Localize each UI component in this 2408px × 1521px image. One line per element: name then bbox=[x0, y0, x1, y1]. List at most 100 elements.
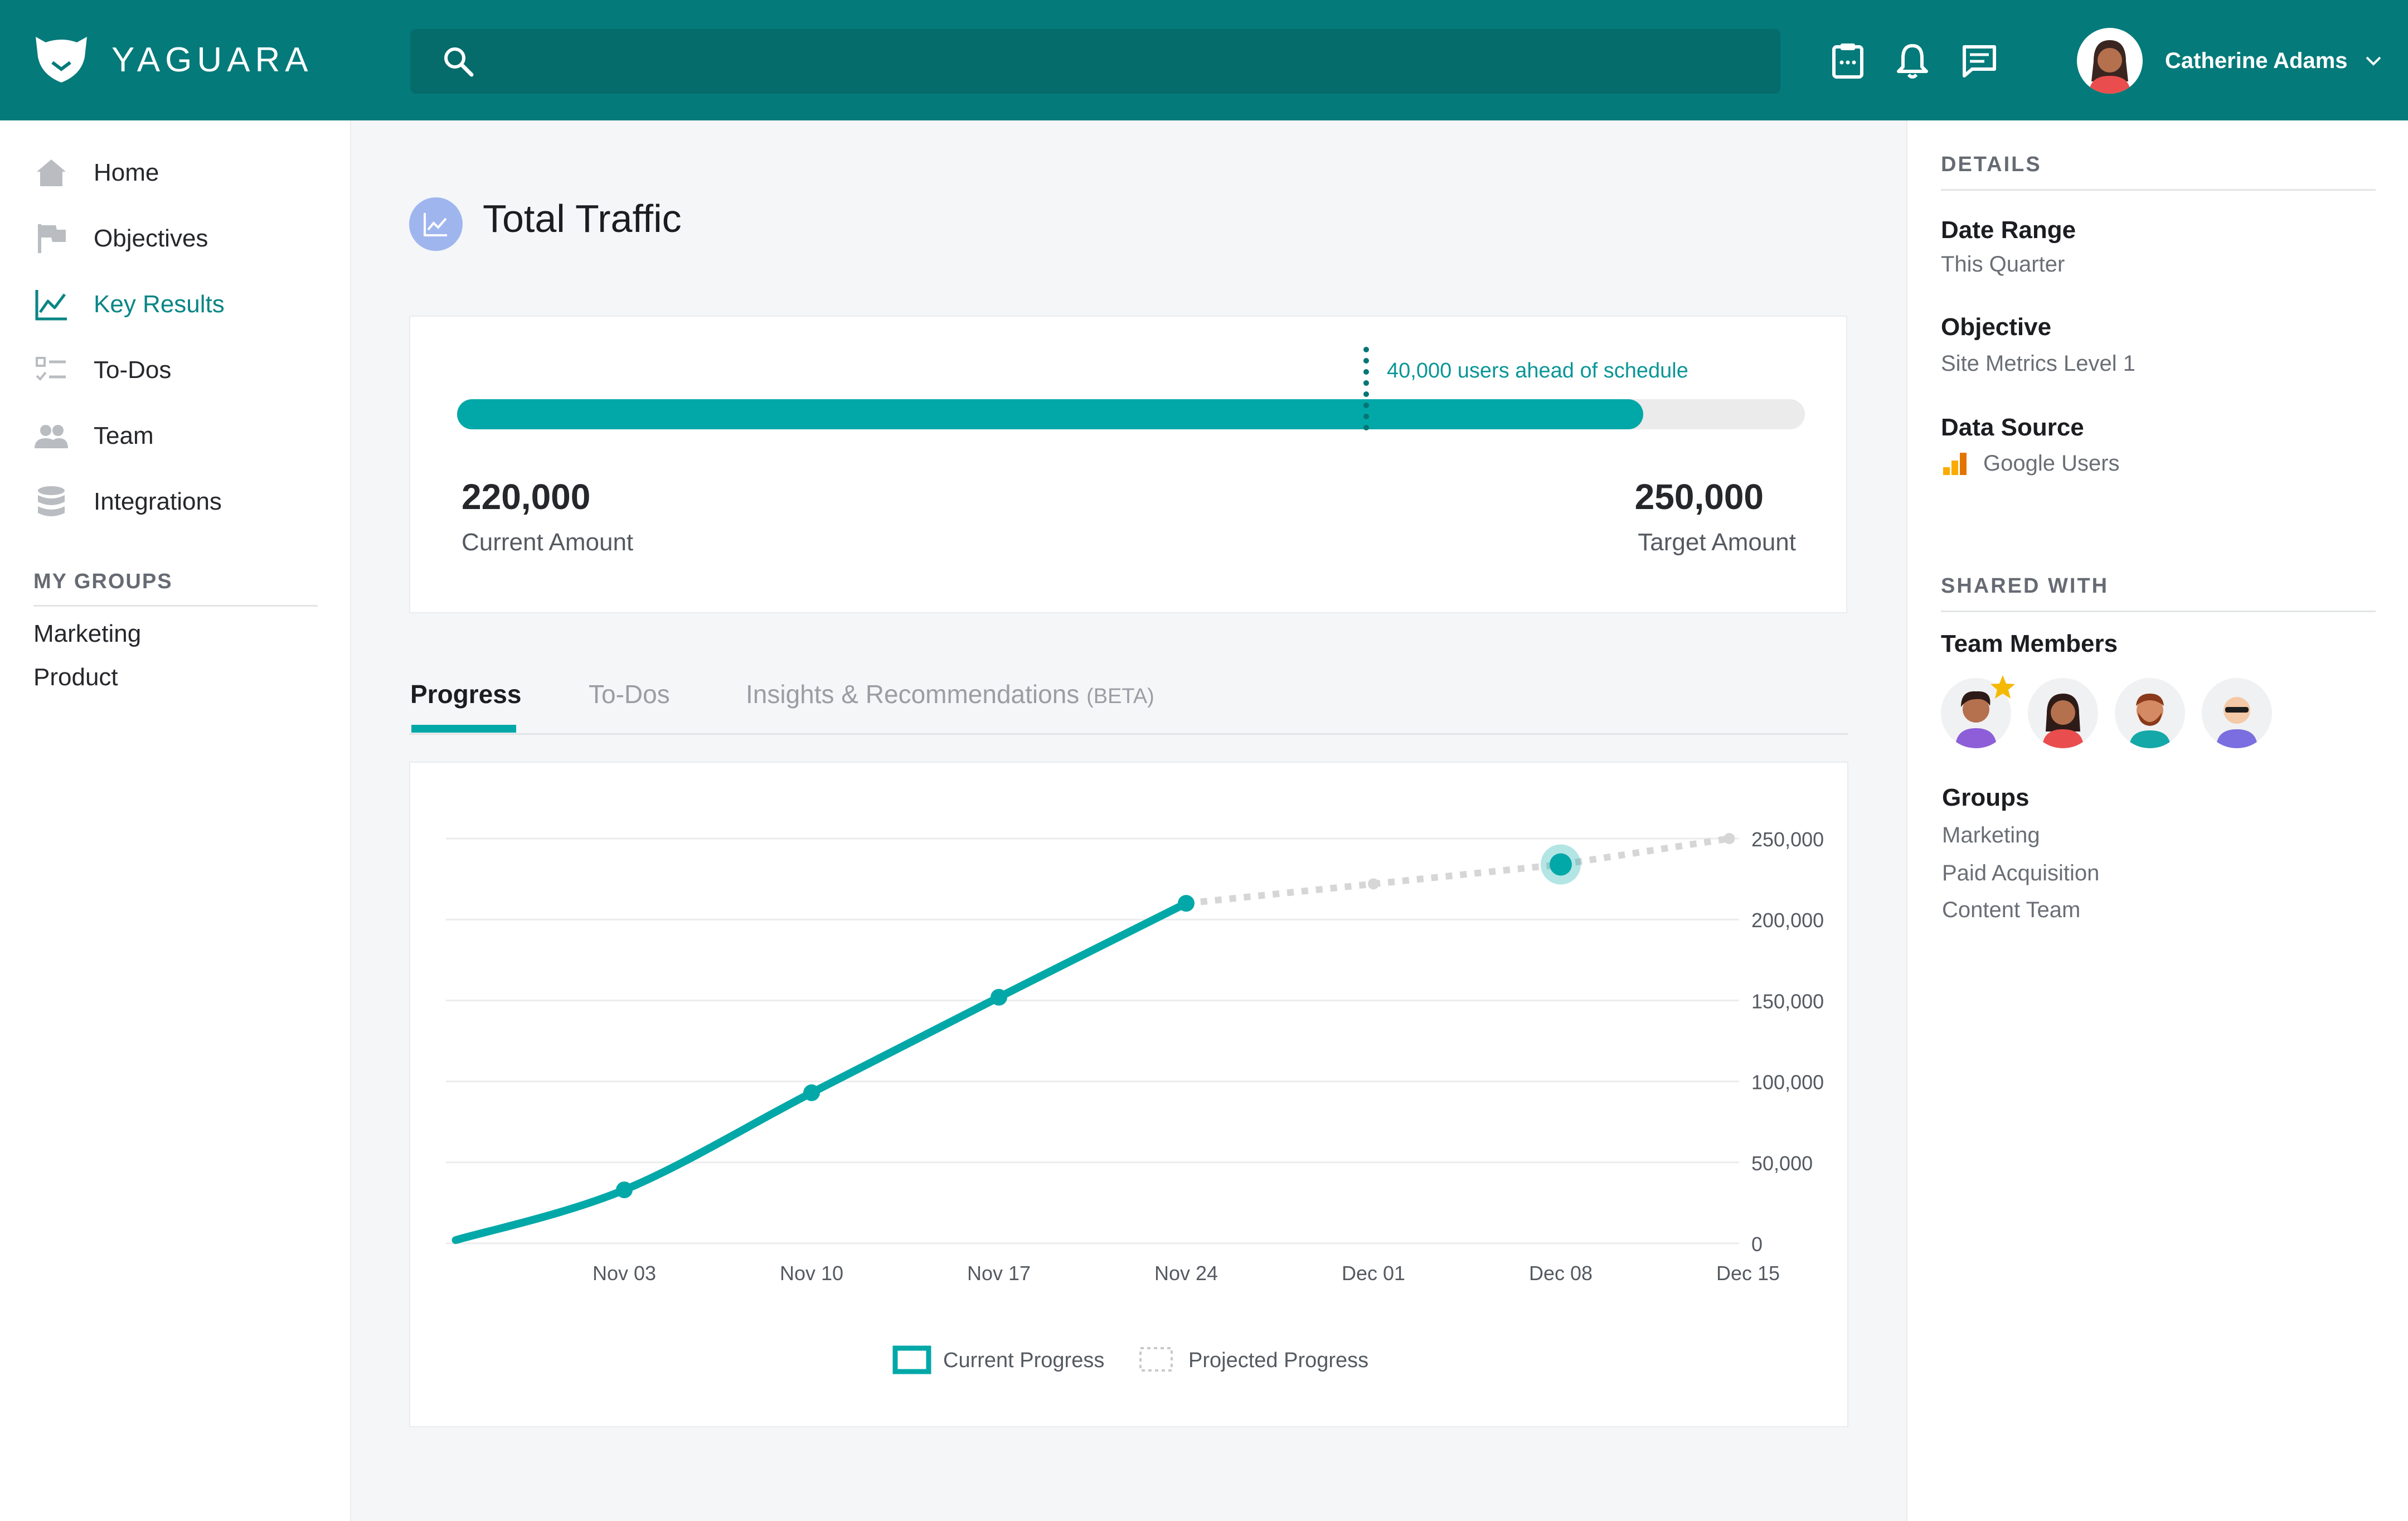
y-tick-label: 200,000 bbox=[1751, 909, 1824, 932]
sidebar-item-home[interactable]: Home bbox=[33, 151, 159, 195]
sidebar-item-label: To-Dos bbox=[94, 356, 172, 384]
person-avatar-icon bbox=[2216, 697, 2258, 748]
legend-swatch-projected bbox=[1139, 1347, 1173, 1372]
data-source-label: Data Source bbox=[1941, 414, 2084, 441]
search-bar[interactable] bbox=[410, 29, 1780, 94]
star-icon bbox=[1991, 675, 2015, 699]
sidebar-item-label: Integrations bbox=[94, 488, 222, 515]
legend-label: Current Progress bbox=[943, 1349, 1104, 1372]
projected-point bbox=[1368, 878, 1379, 890]
sidebar-item-key-results[interactable]: Key Results bbox=[33, 282, 225, 327]
progress-card: 40,000 users ahead of schedule 220,000 C… bbox=[409, 316, 1847, 613]
person-avatar-icon bbox=[2129, 694, 2171, 748]
line-chart: 0 50,000 100,000 150,000 200,000 250,000 Nov 0… bbox=[446, 828, 1824, 1374]
sidebar-item-to-dos[interactable]: To-Dos bbox=[33, 348, 171, 393]
tab-progress[interactable]: Progress bbox=[410, 679, 522, 733]
home-icon bbox=[37, 159, 66, 186]
data-point bbox=[803, 1084, 820, 1101]
data-point bbox=[1178, 895, 1195, 912]
search-icon bbox=[444, 47, 474, 77]
objective-value[interactable]: Site Metrics Level 1 bbox=[1941, 351, 2136, 376]
clipboard-icon[interactable] bbox=[1828, 41, 1867, 80]
tab-label: Progress bbox=[410, 680, 522, 709]
shared-group-marketing[interactable]: Marketing bbox=[1942, 823, 2040, 847]
top-bar: YAGUARA Catherine Adams bbox=[0, 0, 2408, 120]
groups-label: Groups bbox=[1942, 784, 2030, 811]
data-point bbox=[991, 989, 1007, 1006]
my-groups-heading: MY GROUPS bbox=[33, 570, 318, 607]
member-avatar-3[interactable] bbox=[2115, 678, 2185, 748]
progress-bar-fill bbox=[457, 399, 1643, 429]
flag-icon bbox=[38, 224, 66, 253]
shared-group-content-team[interactable]: Content Team bbox=[1942, 898, 2081, 922]
data-point bbox=[616, 1181, 633, 1199]
brand-name: YAGUARA bbox=[111, 40, 313, 79]
schedule-marker bbox=[1363, 347, 1369, 430]
sidebar: Home Objectives Key Results To-Dos Team bbox=[0, 120, 351, 1521]
chevron-down-icon[interactable] bbox=[2363, 51, 2383, 71]
legend-label: Projected Progress bbox=[1188, 1349, 1368, 1372]
shared-group-paid-acquisition[interactable]: Paid Acquisition bbox=[1942, 861, 2100, 885]
user-avatar-icon bbox=[2089, 40, 2130, 94]
x-tick-label: Nov 10 bbox=[780, 1262, 843, 1285]
member-avatar-4[interactable] bbox=[2202, 678, 2272, 748]
user-menu[interactable]: Catherine Adams bbox=[2077, 28, 2383, 94]
highlight-point bbox=[1550, 853, 1572, 876]
y-tick-label: 250,000 bbox=[1751, 828, 1824, 851]
member-avatar-2[interactable] bbox=[2028, 678, 2098, 748]
y-tick-label: 100,000 bbox=[1751, 1071, 1824, 1094]
x-tick-label: Nov 24 bbox=[1154, 1262, 1218, 1285]
google-analytics-icon bbox=[1943, 453, 1967, 475]
group-link-product[interactable]: Product bbox=[33, 663, 118, 691]
sidebar-item-label: Key Results bbox=[94, 290, 225, 318]
brand-logo[interactable]: YAGUARA bbox=[33, 35, 313, 85]
details-panel: DETAILS Date Range This Quarter Objectiv… bbox=[1906, 120, 2408, 1521]
team-members-label: Team Members bbox=[1941, 630, 2118, 657]
projected-point bbox=[1724, 833, 1735, 844]
checklist-icon bbox=[36, 357, 66, 381]
beta-badge: (BETA) bbox=[1086, 685, 1154, 708]
current-progress-line bbox=[452, 899, 1190, 1244]
bell-icon[interactable] bbox=[1893, 41, 1932, 80]
schedule-note: 40,000 users ahead of schedule bbox=[1387, 359, 1688, 382]
x-tick-label: Dec 01 bbox=[1342, 1262, 1405, 1285]
sidebar-item-integrations[interactable]: Integrations bbox=[33, 479, 222, 524]
tab-bar: Progress To-Dos Insights & Recommendatio… bbox=[409, 679, 1848, 735]
team-icon bbox=[35, 425, 68, 448]
tab-insights[interactable]: Insights & Recommendations (BETA) bbox=[746, 679, 1154, 709]
details-heading: DETAILS bbox=[1941, 153, 2376, 191]
progress-chart: 0 50,000 100,000 150,000 200,000 250,000 Nov 0… bbox=[409, 762, 1848, 1427]
person-avatar-icon bbox=[2042, 694, 2084, 748]
x-tick-label: Nov 03 bbox=[593, 1262, 656, 1285]
tab-label: To-Dos bbox=[589, 680, 670, 709]
tab-to-dos[interactable]: To-Dos bbox=[589, 679, 670, 709]
projected-progress-line bbox=[1186, 835, 1730, 907]
search-input[interactable] bbox=[494, 29, 1765, 94]
chat-icon[interactable] bbox=[1960, 41, 1999, 80]
x-tick-label: Dec 08 bbox=[1529, 1262, 1593, 1285]
y-tick-label: 150,000 bbox=[1751, 990, 1824, 1013]
shared-with-heading: SHARED WITH bbox=[1941, 574, 2376, 612]
x-tick-label: Dec 15 bbox=[1716, 1262, 1780, 1285]
target-amount-label: Target Amount bbox=[1638, 529, 1796, 556]
data-source-value: Google Users bbox=[1983, 451, 2120, 476]
page-title: Total Traffic bbox=[483, 197, 682, 240]
group-link-marketing[interactable]: Marketing bbox=[33, 620, 142, 647]
current-amount-label: Current Amount bbox=[462, 529, 634, 556]
user-name: Catherine Adams bbox=[2165, 48, 2348, 73]
active-tab-indicator bbox=[411, 725, 516, 733]
jaguar-logo-icon bbox=[36, 37, 87, 83]
person-avatar-icon bbox=[1955, 691, 1997, 748]
legend-swatch-current bbox=[892, 1345, 931, 1374]
target-amount: 250,000 bbox=[1634, 477, 1764, 517]
x-tick-label: Nov 17 bbox=[967, 1262, 1031, 1285]
tab-label: Insights & Recommendations bbox=[746, 680, 1080, 709]
sidebar-item-label: Objectives bbox=[94, 225, 208, 252]
sidebar-item-objectives[interactable]: Objectives bbox=[33, 216, 208, 261]
sidebar-item-team[interactable]: Team bbox=[33, 414, 154, 458]
y-tick-label: 0 bbox=[1751, 1233, 1763, 1256]
date-range-label: Date Range bbox=[1941, 216, 2076, 244]
chart-line-icon bbox=[424, 213, 447, 236]
y-tick-label: 50,000 bbox=[1751, 1152, 1813, 1175]
database-icon bbox=[38, 486, 65, 516]
